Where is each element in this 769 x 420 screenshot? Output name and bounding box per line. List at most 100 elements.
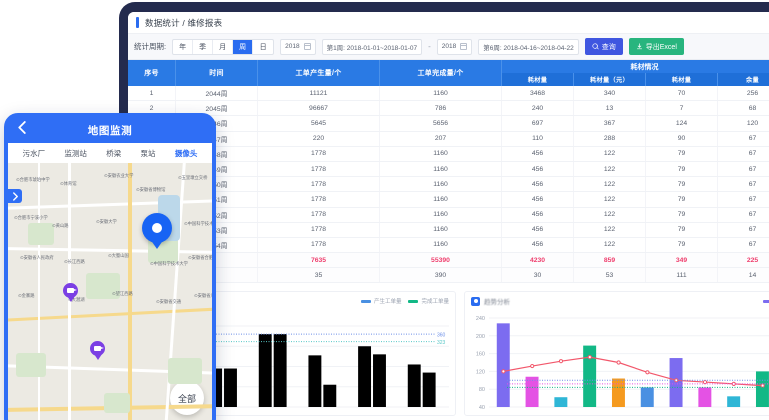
table-row[interactable]: 92052周177811604561227967 bbox=[128, 207, 769, 223]
period-option-day[interactable]: 日 bbox=[259, 43, 267, 51]
table-row[interactable]: 32046周56455656697367124120 bbox=[128, 116, 769, 132]
camera-icon bbox=[63, 283, 78, 298]
table-row[interactable]: 62049周177811604561227967 bbox=[128, 161, 769, 178]
table-row[interactable]: 2 2045周 96667 786 240 13 7 68 bbox=[128, 101, 769, 117]
bar bbox=[422, 373, 436, 408]
bar bbox=[755, 371, 769, 408]
table-cell: 55390 bbox=[380, 253, 502, 268]
table-cell: 30 bbox=[502, 268, 574, 283]
table-cell: 2050周 bbox=[176, 177, 258, 192]
range-from-select[interactable]: 第1周: 2018-01-01~2018-01-07 bbox=[321, 38, 423, 55]
table-row[interactable]: 42047周2202071102889067 bbox=[128, 131, 769, 147]
table-cell: 5656 bbox=[380, 116, 502, 131]
mobile-map-panel: 地图监测 污水厂 监测站 桥梁 泵站 摄像头 全部 ⊙合肥市琥珀中学 ⊙体育馆 ⊙安… bbox=[4, 113, 216, 420]
th-sub-3[interactable]: 耗材量 bbox=[646, 73, 718, 86]
table-cell: 1160 bbox=[380, 207, 502, 222]
th-completed[interactable]: 工单完成量/个 bbox=[380, 60, 502, 86]
table-row[interactable]: 82051周177811604561227967 bbox=[128, 192, 769, 208]
line-point bbox=[587, 355, 592, 360]
bar bbox=[258, 334, 272, 408]
camera-icon bbox=[90, 341, 105, 356]
map-canvas[interactable]: 全部 ⊙合肥市琥珀中学 ⊙体育馆 ⊙安徽农业大学 ⊙安徽省博物馆 ⊙五里墩立交桥 ⊙合肥市… bbox=[8, 163, 212, 420]
th-index[interactable]: 序号 bbox=[128, 60, 176, 86]
period-option-month[interactable]: 月 bbox=[213, 39, 234, 54]
table-cell: 456 bbox=[502, 207, 574, 222]
export-excel-button[interactable]: 导出Excel bbox=[628, 38, 684, 55]
year-to-select[interactable]: 2018 bbox=[436, 38, 473, 55]
table-cell: 207 bbox=[380, 131, 502, 146]
table-cell: 7 bbox=[646, 101, 718, 116]
bar bbox=[554, 397, 568, 408]
bar bbox=[669, 358, 683, 408]
period-option-quarter[interactable]: 季 bbox=[193, 39, 214, 54]
th-sub-1[interactable]: 耗材量 bbox=[502, 73, 574, 86]
export-button-label: 导出Excel bbox=[645, 43, 677, 51]
map-poi-label: ⊙中国科学技术大学 bbox=[150, 261, 188, 266]
table-cell: 111 bbox=[646, 268, 718, 283]
table-cell: 11121 bbox=[258, 86, 380, 101]
line-point bbox=[702, 380, 708, 385]
tab-camera[interactable]: 摄像头 bbox=[174, 148, 198, 158]
bar bbox=[640, 387, 654, 408]
bar bbox=[358, 346, 372, 408]
line-point bbox=[760, 383, 765, 389]
table-row[interactable]: 102053周177811604561227967 bbox=[128, 222, 769, 238]
period-segmented-control[interactable]: 年 季 月 周 日 bbox=[172, 38, 275, 55]
table-row[interactable]: 52048周177811604561227967 bbox=[128, 146, 769, 162]
left-chart-legend: 产生工单量 完成工单量 bbox=[360, 297, 449, 305]
marker-label: 323 bbox=[437, 341, 446, 347]
tab-monitor-station[interactable]: 监测站 bbox=[64, 148, 87, 158]
table-cell: 1160 bbox=[380, 237, 502, 253]
tab-sewage-plant[interactable]: 污水厂 bbox=[22, 148, 46, 158]
selected-location-pin[interactable] bbox=[142, 213, 172, 249]
table-cell: 79 bbox=[646, 222, 718, 237]
calendar-icon bbox=[303, 43, 311, 50]
search-button[interactable]: 查询 bbox=[584, 38, 623, 55]
table-cell: 1160 bbox=[380, 192, 502, 207]
table-total-row[interactable]: 合计7635553904230859349225 bbox=[128, 253, 769, 269]
tab-pump-station[interactable]: 泵站 bbox=[140, 148, 156, 158]
camera-pin-icon[interactable] bbox=[63, 283, 78, 302]
tab-bridge[interactable]: 桥梁 bbox=[106, 148, 122, 158]
chevron-right-icon bbox=[12, 191, 18, 201]
table-cell: 122 bbox=[574, 161, 646, 177]
table-cell: 1778 bbox=[258, 222, 380, 237]
all-filter-button[interactable]: 全部 bbox=[170, 381, 204, 415]
th-sub-4[interactable]: 余量 bbox=[718, 73, 769, 86]
table-cell: 2044周 bbox=[176, 86, 258, 101]
table-cell: 67 bbox=[718, 132, 769, 146]
table-cell: 2045周 bbox=[176, 101, 258, 116]
period-option-year[interactable]: 年 bbox=[173, 39, 194, 54]
breadcrumb-marker bbox=[136, 17, 139, 28]
table-header: 序号 时间 工单产生量/个 工单完成量/个 耗材情况 耗材量 耗材量（元） 耗材… bbox=[128, 60, 769, 86]
range-separator: - bbox=[428, 42, 431, 51]
table-cell: 79 bbox=[646, 146, 718, 161]
table-subheader-row: 耗材量 耗材量（元） 耗材量 余量 bbox=[502, 73, 769, 86]
y-tick-label: 40 bbox=[479, 405, 485, 411]
th-created[interactable]: 工单产生量/个 bbox=[258, 60, 380, 86]
map-poi-label: ⊙五里墩立交桥 bbox=[178, 175, 208, 180]
th-time[interactable]: 时间 bbox=[176, 60, 258, 86]
table-cell: 1 bbox=[128, 86, 176, 101]
th-sub-2[interactable]: 耗材量（元） bbox=[574, 73, 646, 86]
table-cell: 786 bbox=[380, 101, 502, 116]
period-option-week[interactable]: 周 bbox=[233, 39, 254, 54]
table-average-row[interactable]: 平均值35390305311114 bbox=[128, 268, 769, 284]
range-to-select[interactable]: 第6周: 2018-04-16~2018-04-22 bbox=[478, 38, 579, 55]
table-row[interactable]: 112054周177811604561227967 bbox=[128, 237, 769, 254]
table-row[interactable]: 1 2044周 11121 1160 3468 340 70 256 bbox=[128, 86, 769, 102]
year-from-select[interactable]: 2018 bbox=[280, 38, 316, 55]
table-cell: 122 bbox=[574, 237, 646, 253]
map-green-area bbox=[28, 223, 54, 245]
table-cell: 122 bbox=[574, 207, 646, 222]
table-cell: 3468 bbox=[502, 86, 574, 101]
back-button[interactable] bbox=[17, 121, 28, 139]
camera-pin-icon[interactable] bbox=[90, 341, 105, 360]
line-point bbox=[501, 369, 506, 374]
legend-item-completed: 完成工单量 bbox=[408, 297, 449, 305]
map-poi-label: ⊙中国科学技术大学 bbox=[184, 221, 212, 226]
map-expand-button[interactable] bbox=[8, 189, 22, 203]
table-cell: 120 bbox=[718, 116, 769, 130]
